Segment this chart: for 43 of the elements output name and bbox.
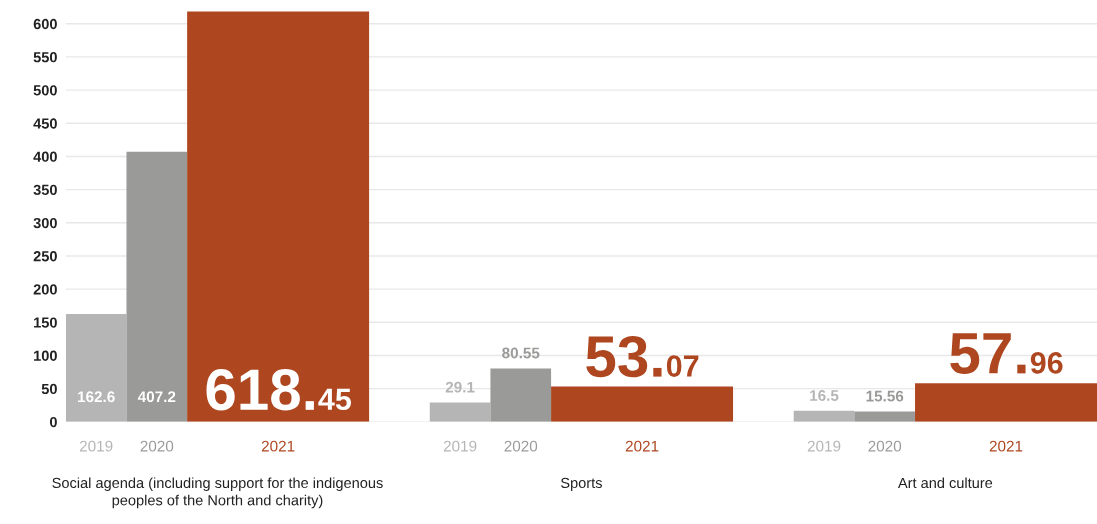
data-label: 15.56 xyxy=(866,390,904,402)
y-tick-label: 200 xyxy=(33,284,57,295)
x-tick-label: Sports xyxy=(561,477,602,491)
y-tick-label: 350 xyxy=(33,184,57,196)
y-tick-label: 550 xyxy=(33,52,57,63)
y-tick-label: 150 xyxy=(34,317,57,328)
bar xyxy=(551,386,734,422)
text: 2021 xyxy=(989,440,1023,452)
bar xyxy=(429,402,491,422)
bar xyxy=(126,151,188,422)
data-label: 57.96 xyxy=(950,333,1063,374)
text: 2019 xyxy=(443,440,477,452)
data-label: 80.55 xyxy=(502,347,540,359)
data-label: 53.07 xyxy=(586,335,699,378)
y-tick-label: 250 xyxy=(33,251,57,262)
bar xyxy=(187,11,370,422)
data-label: 16.5 xyxy=(810,390,839,401)
bar xyxy=(854,411,916,422)
series-label: 2019 xyxy=(79,440,113,452)
bar xyxy=(915,383,1097,422)
y-tick-label: 500 xyxy=(33,85,57,96)
data-label: 407.2 xyxy=(137,391,176,403)
data-label: 162.6 xyxy=(78,391,115,403)
text: 2020 xyxy=(868,440,902,452)
x-tick-label: Art and culture xyxy=(897,477,993,489)
y-tick-label: 50 xyxy=(41,383,57,395)
series-label: 2020 xyxy=(140,440,174,452)
y-tick-label: 0 xyxy=(49,416,57,428)
y-tick-label: 100 xyxy=(34,350,57,361)
data-label: 29.1 xyxy=(445,381,475,393)
text: 2021 xyxy=(625,440,659,452)
bar xyxy=(793,410,855,422)
bar xyxy=(490,368,552,422)
data-label: 618.45 xyxy=(206,369,352,411)
series-label: 2021 xyxy=(261,440,295,452)
y-tick-label: 450 xyxy=(33,118,57,129)
text: 2019 xyxy=(807,440,841,452)
y-tick-label: 400 xyxy=(33,151,57,162)
x-tick-label: Social agenda (including support for the indigenous peoples of the North and charity) xyxy=(52,477,383,509)
bar xyxy=(65,313,127,422)
y-tick-label: 300 xyxy=(33,217,57,229)
text: 2020 xyxy=(504,440,538,452)
y-tick-label: 600 xyxy=(33,18,57,30)
